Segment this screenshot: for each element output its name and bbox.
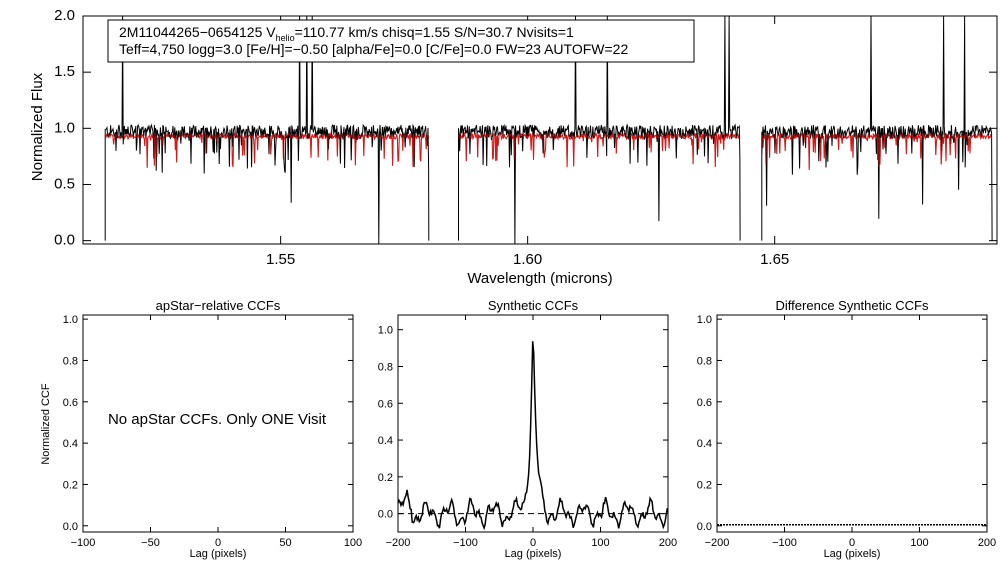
difference-ytick-label: 0.6 xyxy=(697,397,712,409)
apstar-title: apStar−relative CCFs xyxy=(156,298,281,313)
apstar-xtick-label: −100 xyxy=(71,537,96,549)
apstar-xlabel: Lag (pixels) xyxy=(190,548,247,560)
spectrum-model-overlay xyxy=(104,131,993,170)
synthetic-ccf-panel: −200 −100 0 100 200 0.0 0.2 0.4 0.6 0.8 1.0 Synthe… xyxy=(378,298,677,560)
difference-ytick-label: 0.4 xyxy=(697,438,712,450)
info-line-1: 2M11044265−0654125 Vhelio=110.77 km/s ch… xyxy=(119,24,574,43)
apstar-message: No apStar CCFs. Only ONE Visit xyxy=(108,411,327,428)
synthetic-ytick-label: 0.2 xyxy=(378,472,393,484)
apstar-ytick-label: 0.8 xyxy=(63,355,78,367)
spectrum-ytick-label: 1.0 xyxy=(54,119,75,136)
apstar-ylabel: Normalized CCF xyxy=(40,383,52,465)
apstar-xtick-label: 50 xyxy=(279,537,291,549)
synthetic-ytick-label: 0.6 xyxy=(378,398,393,410)
apstar-ytick-label: 0.0 xyxy=(63,521,78,533)
spectrum-xlabel: Wavelength (microns) xyxy=(467,270,612,287)
spectrum-ytick-label: 0.0 xyxy=(54,232,75,249)
difference-xtick-label: −200 xyxy=(705,537,730,549)
difference-ytick-label: 0.0 xyxy=(697,521,712,533)
star-id-and-v: 2M11044265−0654125 V xyxy=(119,24,276,40)
difference-title: Difference Synthetic CCFs xyxy=(776,298,929,313)
apstar-ytick-label: 0.4 xyxy=(63,438,78,450)
info-box xyxy=(107,19,695,63)
difference-xtick-label: 100 xyxy=(910,537,928,549)
spectrum-ytick-label: 0.5 xyxy=(54,175,75,192)
spectrum-xtick-label: 1.65 xyxy=(760,251,789,268)
difference-ccf-panel: −200 −100 0 100 200 0.0 0.2 0.4 0.6 0.8 1.0 Differ… xyxy=(697,298,996,560)
apstar-xtick-label: −50 xyxy=(141,537,160,549)
spectrum-ytick-label: 1.5 xyxy=(54,63,75,80)
difference-xtick-label: 0 xyxy=(849,537,855,549)
synthetic-xtick-label: 200 xyxy=(659,537,677,549)
v-subscript: helio xyxy=(276,33,295,43)
difference-ytick-label: 0.8 xyxy=(697,355,712,367)
synthetic-ytick-label: 1.0 xyxy=(378,325,393,337)
info-line-2: Teff=4,750 logg=3.0 [Fe/H]=−0.50 [alpha/… xyxy=(119,41,628,57)
apstar-ccf-panel: −100 −50 0 50 100 0.0 0.2 0.4 0.6 0.8 1.0 apStar−r… xyxy=(40,298,362,560)
spectrum-xtick-label: 1.60 xyxy=(513,251,542,268)
synthetic-xtick-label: −100 xyxy=(453,537,478,549)
apstar-ytick-label: 0.2 xyxy=(63,479,78,491)
difference-xlabel: Lag (pixels) xyxy=(824,548,881,560)
apstar-ytick-label: 1.0 xyxy=(63,314,78,326)
difference-ytick-label: 1.0 xyxy=(697,314,712,326)
synthetic-ytick-label: 0.0 xyxy=(378,509,393,521)
spectrum-xtick-label: 1.55 xyxy=(266,251,295,268)
difference-xtick-label: −100 xyxy=(772,537,797,549)
apstar-xtick-label: 100 xyxy=(344,537,362,549)
apstar-ytick-label: 0.6 xyxy=(63,397,78,409)
spectrum-frame xyxy=(82,15,998,245)
spectrum-ytick-label: 2.0 xyxy=(54,7,75,24)
difference-frame xyxy=(716,314,988,533)
spectrum-panel: 1.55 1.60 1.65 0.0 0.5 1.0 1.5 2.0 Wavelength (… xyxy=(29,7,998,287)
synthetic-xtick-label: −200 xyxy=(386,537,411,549)
synthetic-xtick-label: 0 xyxy=(530,537,536,549)
synthetic-ytick-label: 0.4 xyxy=(378,435,393,447)
synthetic-xlabel: Lag (pixels) xyxy=(505,548,562,560)
spectrum-ylabel: Normalized Flux xyxy=(29,72,46,181)
difference-xtick-label: 200 xyxy=(978,537,996,549)
synthetic-ytick-label: 0.8 xyxy=(378,361,393,373)
synthetic-ccf-line xyxy=(397,341,669,531)
synthetic-xtick-label: 100 xyxy=(591,537,609,549)
difference-ytick-label: 0.2 xyxy=(697,479,712,491)
fit-stats: =110.77 km/s chisq=1.55 S/N=30.7 Nvisits… xyxy=(295,24,574,40)
apstar-xtick-label: 0 xyxy=(215,537,221,549)
synthetic-title: Synthetic CCFs xyxy=(488,298,579,313)
